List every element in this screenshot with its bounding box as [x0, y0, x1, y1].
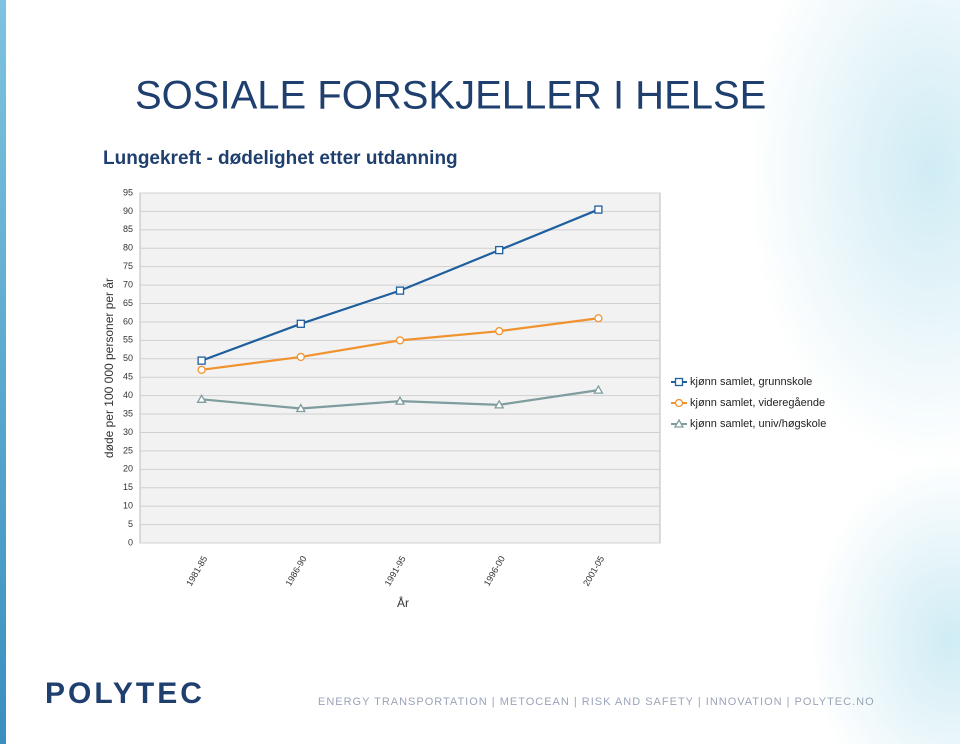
x-tick-label: 1986-90 — [283, 554, 308, 588]
y-tick-label: 15 — [123, 482, 133, 492]
y-tick-label: 50 — [123, 353, 133, 363]
marker — [196, 394, 207, 403]
logo: POLYTEC — [45, 677, 205, 710]
footer: ENERGY TRANSPORTATION | METOCEAN | RISK … — [318, 696, 875, 708]
slide-title: SOSIALE FORSKJELLER I HELSE — [135, 74, 766, 118]
legend-label: kjønn samlet, grunnskole — [690, 376, 812, 388]
y-tick-label: 45 — [123, 372, 133, 382]
marker — [395, 286, 405, 295]
x-tick-label: 2001-05 — [581, 554, 606, 588]
marker — [296, 319, 305, 328]
plot-area — [139, 192, 661, 544]
y-tick-label: 30 — [123, 427, 133, 437]
legend-marker — [674, 398, 684, 408]
legend-marker — [673, 418, 685, 428]
y-tick-label: 90 — [123, 206, 133, 216]
y-tick-label: 35 — [123, 408, 133, 418]
marker — [594, 205, 603, 214]
edge-bar — [0, 0, 6, 744]
y-tick-label: 55 — [123, 335, 133, 345]
marker — [197, 365, 206, 374]
y-tick-label: 0 — [128, 537, 133, 547]
y-tick-label: 5 — [128, 519, 133, 529]
y-tick-label: 70 — [123, 279, 133, 289]
slide-subtitle: Lungekreft - dødelighet etter utdanning — [103, 148, 458, 169]
x-tick-label: 1981-85 — [184, 554, 209, 588]
marker — [296, 352, 305, 362]
y-tick-label: 65 — [123, 298, 133, 308]
x-axis-label: År — [397, 595, 409, 610]
y-tick-label: 25 — [123, 445, 133, 455]
x-tick-label: 1996-00 — [482, 554, 507, 588]
y-tick-label: 60 — [123, 316, 133, 326]
marker — [395, 336, 405, 345]
y-tick-label: 10 — [123, 501, 133, 511]
marker — [494, 399, 505, 409]
marker — [197, 356, 206, 365]
y-tick-label: 75 — [123, 261, 133, 271]
y-tick-label: 85 — [123, 224, 133, 234]
marker — [495, 327, 504, 336]
marker — [593, 384, 604, 394]
marker — [495, 245, 504, 255]
legend-label: kjønn samlet, videregående — [690, 397, 825, 409]
legend-marker — [674, 377, 684, 387]
marker — [394, 395, 406, 405]
y-tick-label: 40 — [123, 390, 133, 400]
y-tick-label: 20 — [123, 464, 133, 474]
y-axis-label: døde per 100 000 personer per år — [102, 278, 116, 458]
y-tick-label: 95 — [123, 187, 133, 197]
x-tick-label: 1991-95 — [383, 554, 408, 588]
y-tick-label: 80 — [123, 243, 133, 253]
marker — [295, 403, 306, 413]
marker — [594, 314, 603, 323]
legend-label: kjønn samlet, univ/høgskole — [690, 418, 826, 430]
